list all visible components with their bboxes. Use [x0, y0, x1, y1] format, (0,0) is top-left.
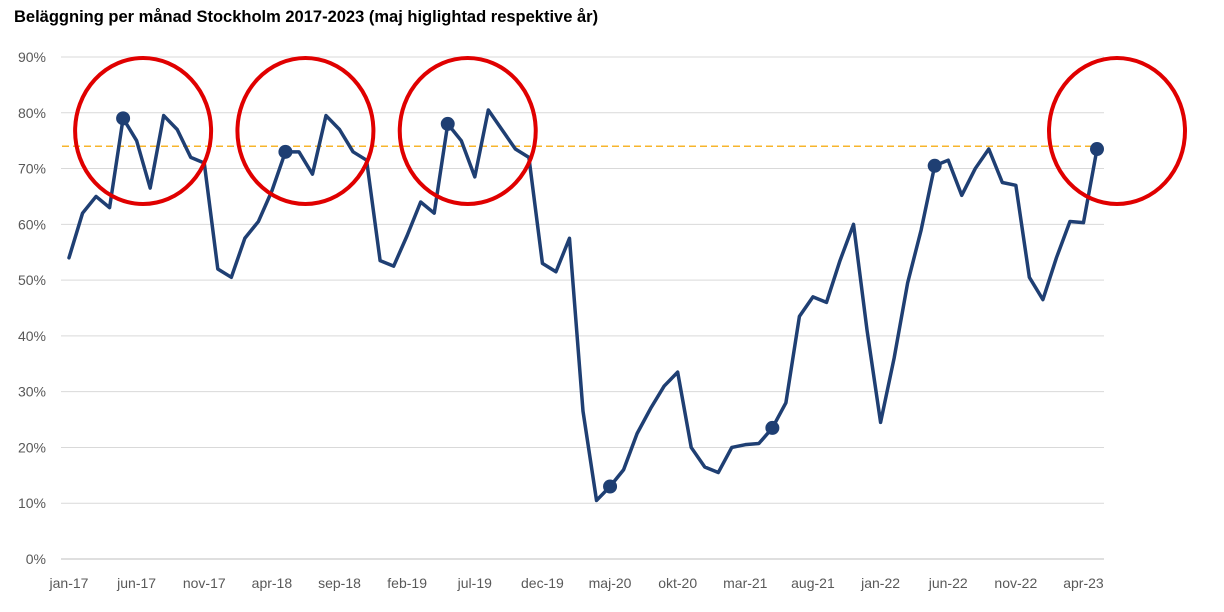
- x-tick-label: aug-21: [791, 575, 835, 591]
- y-tick-label: 30%: [18, 384, 46, 400]
- y-tick-label: 10%: [18, 495, 46, 511]
- x-axis-tick-labels: jan-17 jun-17 nov-17 apr-18 sep-18 feb-19 jul-…: [49, 575, 1104, 591]
- x-tick-label: okt-20: [658, 575, 697, 591]
- series-group: [67, 108, 1099, 503]
- y-tick-label: 70%: [18, 161, 46, 177]
- x-tick-label: jun-22: [928, 575, 968, 591]
- y-axis-tick-labels: 0% 10% 20% 30% 40% 50% 60% 70% 80% 90%: [18, 49, 46, 567]
- x-tick-label: nov-22: [994, 575, 1037, 591]
- data-point-marker: [603, 479, 618, 494]
- series-line: [67, 108, 1099, 503]
- data-point-marker: [765, 420, 780, 435]
- x-tick-label: mar-21: [723, 575, 768, 591]
- x-tick-label: jan-22: [860, 575, 900, 591]
- highlight-markers: [116, 111, 1104, 494]
- highlight-circles: [73, 56, 1187, 206]
- x-tick-label: sep-18: [318, 575, 361, 591]
- y-tick-label: 20%: [18, 439, 46, 455]
- data-point-marker: [116, 111, 131, 126]
- y-tick-label: 60%: [18, 216, 46, 232]
- data-point-marker: [1090, 142, 1104, 157]
- data-point-marker: [927, 158, 942, 173]
- x-tick-label: jun-17: [116, 575, 156, 591]
- x-tick-label: maj-20: [589, 575, 632, 591]
- highlight-circle: [397, 56, 538, 206]
- data-point-marker: [440, 116, 455, 131]
- y-tick-label: 50%: [18, 272, 46, 288]
- gridlines: [61, 56, 1104, 560]
- x-tick-label: jan-17: [49, 575, 89, 591]
- chart-title: Beläggning per månad Stockholm 2017-2023…: [14, 8, 599, 26]
- highlight-circle: [73, 56, 214, 206]
- x-tick-label: dec-19: [521, 575, 564, 591]
- y-tick-label: 0%: [26, 551, 46, 567]
- highlight-circle: [1047, 56, 1187, 206]
- data-point-marker: [278, 144, 293, 159]
- x-tick-label: apr-18: [252, 575, 293, 591]
- y-tick-label: 80%: [18, 105, 46, 121]
- x-tick-label: jul-19: [457, 575, 492, 591]
- x-tick-label: nov-17: [183, 575, 226, 591]
- highlight-circle: [235, 56, 376, 206]
- y-tick-label: 90%: [18, 49, 46, 65]
- x-tick-label: apr-23: [1063, 575, 1104, 591]
- x-tick-label: feb-19: [387, 575, 427, 591]
- y-tick-label: 40%: [18, 328, 46, 344]
